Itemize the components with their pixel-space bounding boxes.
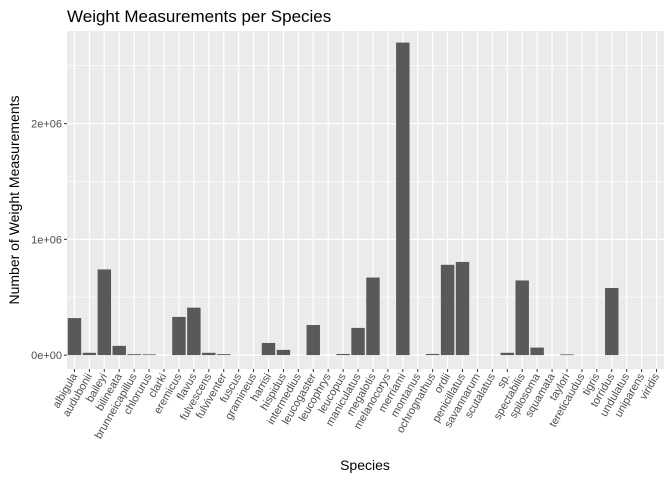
bar-torridus xyxy=(605,287,619,356)
bar-fulviventer xyxy=(216,354,231,356)
y-axis-title: Number of Weight Measurements xyxy=(6,95,22,304)
bar-spectabilis xyxy=(515,280,529,356)
y-tick-label: 1e+06 xyxy=(31,234,62,246)
plot-panel xyxy=(67,31,664,369)
bar-harrisi xyxy=(261,342,276,356)
bar-bilineata xyxy=(112,345,126,356)
bar-megalotis xyxy=(366,277,380,356)
bar-sp xyxy=(500,352,515,356)
bar-merriami xyxy=(396,42,410,356)
major-gridlines xyxy=(67,31,664,369)
bar-ochrognathus xyxy=(425,353,440,356)
bar-baileyi xyxy=(97,269,112,356)
bar-penicillatus xyxy=(455,261,470,356)
bar-albigula xyxy=(67,318,82,356)
minor-gridlines xyxy=(67,65,664,298)
bar-flavus xyxy=(187,307,201,356)
bar-ordii xyxy=(440,264,455,356)
y-tick-label: 2e+06 xyxy=(31,119,62,131)
bar-leucogaster xyxy=(306,325,320,356)
y-tick-label: 0e+00 xyxy=(31,350,62,362)
x-axis-title: Species xyxy=(340,457,390,473)
bar-audubonii xyxy=(82,352,97,356)
bar-fulvescens xyxy=(202,352,216,356)
y-axis: 0e+00 1e+06 2e+06 xyxy=(31,119,67,362)
x-axis: albigulaauduboniibaileyibilineatabrunnei… xyxy=(51,369,662,441)
bar-hispidus xyxy=(276,349,291,356)
bar-taylori xyxy=(560,354,574,356)
chart-title: Weight Measurements per Species xyxy=(67,7,331,26)
bars xyxy=(67,42,619,356)
bar-eremicus xyxy=(172,316,186,356)
bar-maniculatus xyxy=(351,327,365,356)
bar-chlorurus xyxy=(142,354,156,356)
bar-brunneicapillus xyxy=(127,354,141,356)
bar-spilosoma xyxy=(530,347,544,356)
bar-leucopus xyxy=(336,353,350,356)
